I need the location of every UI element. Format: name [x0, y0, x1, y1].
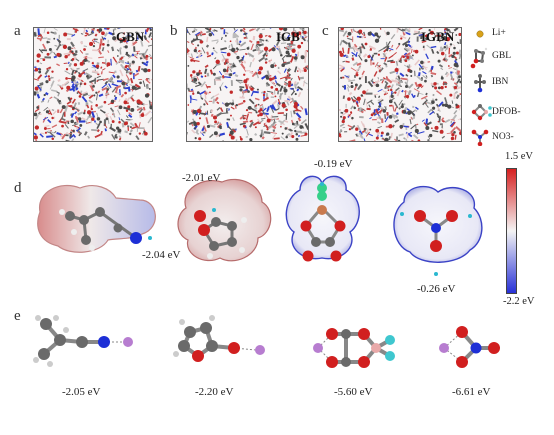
md-title-igbn: IGBN — [421, 29, 455, 44]
nitrate-anion-icon — [471, 129, 489, 146]
legend-label-ibn: IBN — [492, 77, 509, 87]
species-legend: Li+ GBL IBN DFOB- NO3- — [468, 24, 552, 146]
colorbar-max-label: 1.5 eV — [505, 151, 533, 162]
esp-surface-gbl — [177, 178, 272, 262]
panel-label-c: c — [322, 23, 329, 39]
binding-energy-dfob: -5.60 eV — [334, 386, 373, 398]
esp-colorbar — [506, 168, 517, 294]
lithium-ion-icon — [476, 30, 484, 38]
esp-value-dfob: -0.19 eV — [314, 158, 353, 170]
esp-surface-ibn — [37, 184, 156, 253]
ibn-molecule-icon — [474, 74, 486, 93]
panel-label-e: e — [14, 308, 21, 324]
panel-label-d: d — [14, 180, 22, 196]
binding-structures — [33, 315, 500, 368]
legend-label-gbl: GBL — [492, 51, 511, 61]
md-title-gbn: GBN — [116, 29, 145, 44]
md-title-igb: IGB — [276, 29, 300, 44]
binding-energy-ibn: -2.05 eV — [62, 386, 101, 398]
colorbar-min-label: -2.2 eV — [503, 296, 535, 307]
ibn-li-complex — [33, 315, 133, 367]
esp-surfaces — [37, 175, 483, 276]
esp-surface-no3 — [393, 185, 483, 276]
gbl-molecule-icon — [470, 47, 488, 69]
md-snapshot-gbn — [33, 27, 153, 142]
esp-value-ibn: -2.04 eV — [142, 249, 181, 261]
md-snapshot-igbn — [338, 27, 462, 142]
panel-label-b: b — [170, 23, 178, 39]
dfob-anion-icon — [471, 104, 492, 121]
binding-energy-no3: -6.61 eV — [452, 386, 491, 398]
esp-value-no3: -0.26 eV — [417, 283, 456, 295]
gbl-li-complex — [173, 315, 265, 362]
binding-energy-gbl: -2.20 eV — [195, 386, 234, 398]
legend-label-dfob: DFOB- — [492, 107, 521, 117]
no3-li-complex — [439, 326, 500, 368]
panel-label-a: a — [14, 23, 21, 39]
md-snapshot-igb — [186, 27, 309, 142]
legend-label-no3: NO3- — [492, 132, 514, 142]
esp-value-gbl: -2.01 eV — [182, 172, 221, 184]
dfob-li-complex — [313, 328, 395, 368]
esp-surface-dfob — [285, 175, 360, 262]
legend-label-li: Li+ — [492, 28, 506, 38]
